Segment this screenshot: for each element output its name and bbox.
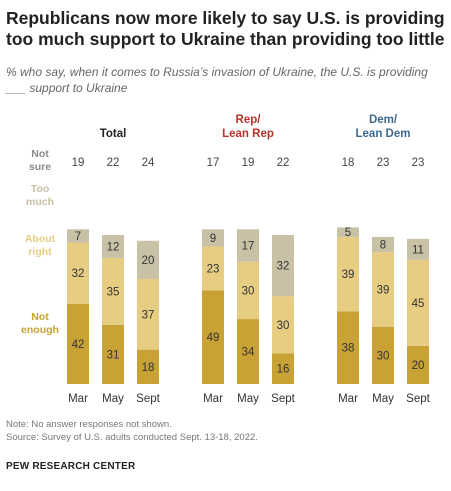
about-right-value: 45	[412, 298, 425, 310]
about-right-bar	[272, 296, 294, 354]
too-much-bar	[407, 238, 429, 260]
panel-title-0-0: Total	[100, 128, 127, 140]
too-much-bar	[202, 229, 224, 247]
not-enough-value: 18	[142, 362, 155, 374]
not-enough-bar	[202, 290, 224, 384]
not-enough-bar	[337, 311, 359, 384]
not-sure-value: 23	[412, 157, 425, 169]
not-enough-bar	[137, 349, 159, 384]
category-label: May	[237, 393, 259, 405]
not-sure-value: 17	[207, 157, 220, 169]
not-sure-value: 24	[142, 157, 155, 169]
not-enough-bar	[102, 324, 124, 384]
row-label-not-enough-0: Not	[31, 311, 49, 323]
not-enough-bar	[372, 326, 394, 384]
about-right-bar	[237, 261, 259, 320]
too-much-value: 20	[142, 255, 155, 267]
chart-note: Note: No answer responses not shown.	[6, 419, 172, 430]
category-label: Mar	[338, 393, 358, 405]
about-right-value: 32	[72, 268, 85, 280]
too-much-value: 8	[380, 240, 386, 252]
not-sure-value: 22	[107, 157, 120, 169]
about-right-bar	[372, 252, 394, 327]
about-right-bar	[407, 259, 429, 346]
category-label: Mar	[203, 393, 223, 405]
not-enough-value: 31	[107, 349, 120, 361]
category-label: Sept	[406, 393, 430, 405]
too-much-bar	[337, 227, 359, 237]
about-right-bar	[337, 236, 359, 312]
not-enough-value: 20	[412, 360, 425, 372]
about-right-value: 39	[377, 284, 390, 296]
panel-title-2-1: Lean Dem	[356, 128, 411, 140]
panel-title-1-0: Rep/	[236, 114, 262, 126]
not-enough-value: 38	[342, 343, 355, 355]
not-enough-value: 42	[72, 339, 85, 351]
row-label-too-much-0: Too	[31, 183, 49, 195]
chart-title: Republicans now more likely to say U.S. …	[6, 8, 445, 49]
not-enough-bar	[237, 319, 259, 384]
panel-title-2-0: Dem/	[369, 114, 398, 126]
too-much-value: 9	[210, 233, 216, 245]
not-sure-value: 22	[277, 157, 290, 169]
too-much-bar	[67, 229, 89, 243]
category-label: Sept	[271, 393, 295, 405]
about-right-bar	[67, 242, 89, 304]
too-much-bar	[272, 235, 294, 297]
about-right-value: 37	[142, 309, 155, 321]
row-label-about-right-0: About	[25, 233, 56, 245]
not-sure-value: 18	[342, 157, 355, 169]
row-label-not-sure-0: Not	[31, 148, 49, 160]
category-label: Mar	[68, 393, 88, 405]
about-right-value: 35	[107, 286, 120, 298]
chart-source: Source: Survey of U.S. adults conducted …	[6, 432, 258, 443]
not-enough-bar	[67, 303, 89, 384]
category-label: May	[102, 393, 124, 405]
about-right-value: 30	[277, 320, 290, 332]
too-much-bar	[237, 229, 259, 262]
category-label: Sept	[136, 393, 160, 405]
too-much-value: 32	[277, 261, 290, 273]
not-enough-value: 34	[242, 347, 255, 359]
brand-name: PEW RESEARCH CENTER	[6, 461, 136, 472]
about-right-value: 39	[342, 269, 355, 281]
not-enough-bar	[407, 345, 429, 384]
row-label-too-much-1: much	[26, 196, 54, 208]
too-much-bar	[137, 240, 159, 279]
about-right-bar	[102, 257, 124, 325]
too-much-bar	[372, 236, 394, 253]
row-label-about-right-1: right	[28, 246, 52, 258]
about-right-value: 30	[242, 285, 255, 297]
row-label-not-enough-1: enough	[21, 324, 59, 336]
not-sure-value: 19	[72, 157, 85, 169]
too-much-value: 17	[242, 241, 255, 253]
too-much-value: 12	[107, 241, 120, 253]
too-much-value: 5	[345, 227, 351, 239]
not-enough-bar	[272, 353, 294, 384]
too-much-bar	[102, 235, 124, 258]
not-sure-value: 19	[242, 157, 255, 169]
row-label-not-sure-1: sure	[29, 161, 51, 173]
too-much-value: 7	[75, 231, 81, 243]
about-right-bar	[202, 246, 224, 291]
chart-subtitle: % who say, when it comes to Russia’s inv…	[6, 65, 428, 95]
category-label: May	[372, 393, 394, 405]
not-enough-value: 30	[377, 350, 390, 362]
panel-title-1-1: Lean Rep	[222, 128, 274, 140]
about-right-bar	[137, 278, 159, 350]
not-sure-value: 23	[377, 157, 390, 169]
not-enough-value: 49	[207, 332, 220, 344]
about-right-value: 23	[207, 263, 220, 275]
not-enough-value: 16	[277, 364, 290, 376]
too-much-value: 11	[412, 244, 424, 256]
